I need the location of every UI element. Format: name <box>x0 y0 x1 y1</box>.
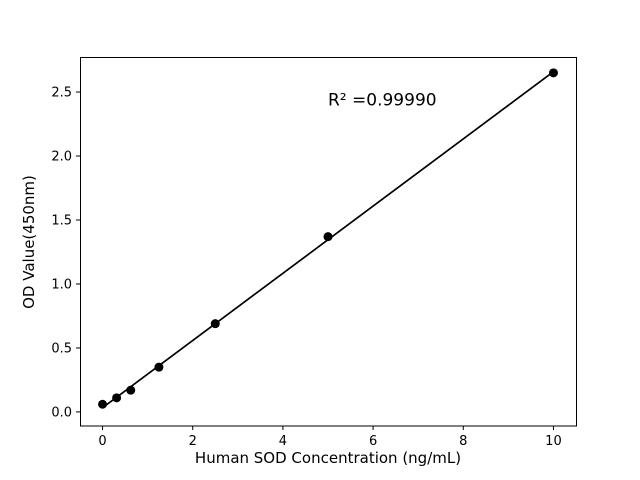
data-point <box>154 362 164 372</box>
y-tick-label: 1.0 <box>51 277 72 292</box>
y-axis-label: OD Value(450nm) <box>20 175 38 309</box>
y-tick-label: 0.0 <box>51 405 72 420</box>
r-squared-annotation: R² =0.99990 <box>328 91 437 111</box>
y-tick-label: 2.0 <box>51 150 72 165</box>
data-series <box>98 68 558 409</box>
x-axis-label: Human SOD Concentration (ng/mL) <box>195 449 461 467</box>
data-point <box>210 319 220 329</box>
data-point <box>323 232 333 242</box>
y-tick-label: 1.5 <box>51 213 72 228</box>
x-axis-ticks: 0 2 4 6 8 10 <box>98 426 562 449</box>
x-tick-label: 6 <box>369 434 377 449</box>
data-point <box>112 393 122 403</box>
plot-area <box>80 57 577 427</box>
y-axis-ticks: 0.0 0.5 1.0 1.5 2.0 2.5 <box>51 86 80 420</box>
data-point <box>126 385 136 395</box>
x-tick-label: 0 <box>98 434 106 449</box>
y-tick-label: 2.5 <box>51 86 72 101</box>
x-tick-label: 8 <box>459 434 467 449</box>
y-tick-label: 0.5 <box>51 341 72 356</box>
data-point <box>98 399 108 409</box>
x-tick-label: 4 <box>279 434 287 449</box>
x-tick-label: 10 <box>545 434 562 449</box>
x-tick-label: 2 <box>189 434 197 449</box>
data-point <box>548 68 558 78</box>
